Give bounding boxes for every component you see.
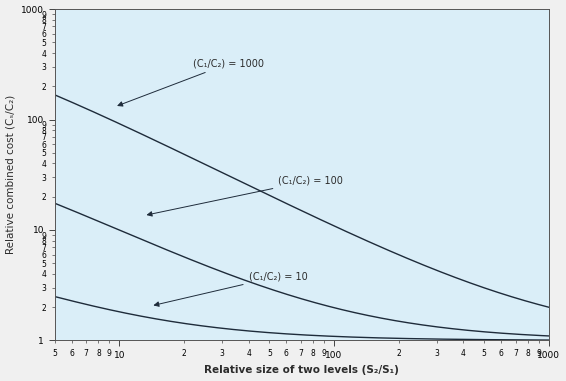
Text: (C₁/C₂) = 10: (C₁/C₂) = 10 (155, 271, 307, 306)
X-axis label: Relative size of two levels (S₂/S₁): Relative size of two levels (S₂/S₁) (204, 365, 399, 375)
Y-axis label: Relative combined cost (Cₛ/C₂): Relative combined cost (Cₛ/C₂) (6, 95, 15, 255)
Text: (C₁/C₂) = 1000: (C₁/C₂) = 1000 (118, 59, 264, 106)
Text: (C₁/C₂) = 100: (C₁/C₂) = 100 (148, 176, 343, 216)
